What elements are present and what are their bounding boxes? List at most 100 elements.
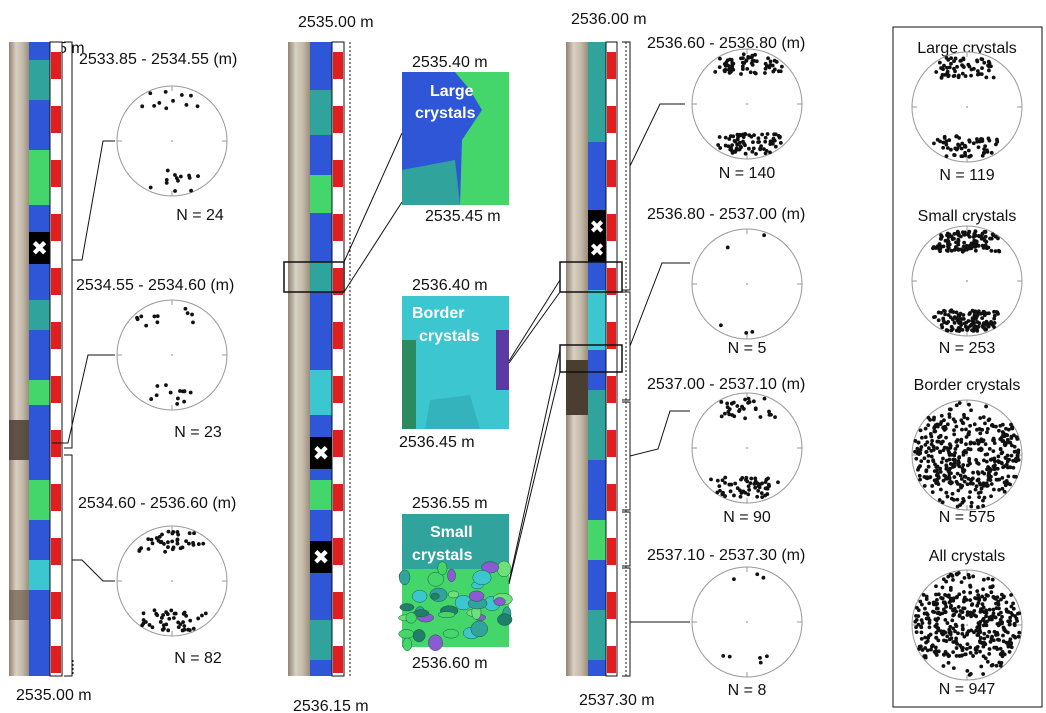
map-grain — [481, 561, 500, 574]
pole-point — [971, 574, 976, 579]
pole-point — [931, 245, 936, 249]
pole-point — [173, 173, 177, 177]
pole-point — [141, 611, 146, 616]
pole-point — [956, 73, 961, 78]
pole-point — [980, 137, 985, 142]
pole-point — [914, 617, 919, 622]
pole-point — [164, 622, 169, 627]
pole-point — [742, 61, 747, 66]
pole-point — [718, 56, 722, 61]
map-grain — [437, 611, 456, 618]
scale-bar-segment — [607, 214, 616, 241]
pole-point — [934, 602, 938, 607]
pole-point — [738, 494, 743, 499]
pole-point — [999, 597, 1003, 602]
pole-point — [149, 537, 154, 542]
column-3-bottom-depth: 2537.30 m — [579, 692, 655, 709]
pole-point — [930, 484, 935, 488]
pole-point — [147, 623, 152, 627]
pole-point — [155, 314, 160, 319]
scale-bar-segment — [51, 376, 61, 403]
pole-point — [992, 313, 997, 318]
pole-point — [998, 663, 1003, 668]
pole-point — [975, 644, 980, 649]
pole-point — [927, 625, 932, 630]
scale-bar-segment — [51, 268, 61, 295]
pole-point — [992, 456, 997, 461]
pole-point — [960, 230, 965, 235]
pole-point — [935, 472, 940, 477]
pole-point — [763, 486, 768, 491]
pole-point — [956, 462, 961, 467]
pole-point — [1006, 474, 1011, 479]
pole-point — [727, 137, 732, 141]
pole-point — [956, 631, 960, 636]
scale-bar-segment — [51, 592, 61, 619]
pole-point — [998, 617, 1003, 622]
excluded-section — [588, 210, 606, 262]
pole-point — [721, 653, 726, 658]
stereonet-count-label: N = 8 — [728, 682, 767, 699]
core-dark-band — [9, 420, 29, 460]
pole-point — [176, 178, 180, 183]
pole-point — [763, 139, 768, 144]
map-grain — [402, 340, 416, 429]
pole-point — [975, 329, 980, 333]
pole-point — [971, 141, 976, 146]
stereonet-range-label: 2536.80 - 2537.00 (m) — [647, 206, 805, 223]
pole-point — [954, 595, 959, 600]
pole-point — [1002, 652, 1007, 657]
pole-point — [957, 613, 962, 617]
pole-point — [991, 611, 996, 616]
map-grain — [588, 290, 606, 350]
pole-point — [992, 325, 996, 329]
pole-point — [968, 243, 972, 248]
pole-point — [948, 462, 953, 466]
pole-point — [962, 590, 966, 594]
pole-point — [920, 621, 925, 625]
pole-point — [938, 450, 943, 455]
map-grain — [402, 160, 460, 205]
pole-point — [969, 603, 974, 607]
pole-point — [182, 627, 187, 632]
pole-point — [998, 446, 1003, 451]
pole-point — [980, 439, 985, 444]
pole-point — [767, 409, 771, 414]
scale-bar-segment — [607, 538, 616, 565]
pole-point — [727, 412, 732, 417]
pole-point — [953, 461, 957, 465]
pole-point — [956, 142, 960, 147]
pole-point — [956, 605, 961, 609]
pole-point — [720, 478, 725, 483]
pole-point — [982, 631, 987, 636]
pole-point — [914, 630, 919, 635]
inset-3-label-line2: crystals — [412, 547, 473, 564]
summary-panel: Large crystals N = 119 Small crystals N = 2… — [911, 40, 1023, 698]
map-grain — [310, 90, 332, 135]
pole-point — [755, 572, 760, 577]
pole-point — [962, 412, 966, 417]
pole-point — [914, 613, 918, 618]
summary-stereonet-2 — [911, 225, 1023, 337]
map-grain — [470, 620, 488, 638]
pole-point — [951, 236, 956, 241]
pole-point — [759, 491, 764, 496]
pole-point — [934, 70, 939, 74]
pole-point — [186, 627, 190, 632]
pole-point — [942, 309, 947, 314]
map-grain — [425, 395, 480, 429]
map-grain — [442, 628, 459, 639]
pole-point — [981, 415, 986, 420]
pole-point — [979, 236, 984, 241]
pole-point — [178, 389, 182, 393]
pole-point — [1000, 486, 1005, 491]
pole-point — [723, 135, 728, 140]
pole-point — [941, 140, 946, 145]
pole-point — [160, 532, 164, 537]
pole-point — [166, 545, 170, 549]
pole-point — [154, 393, 159, 398]
pole-point — [188, 618, 193, 623]
pole-point — [982, 238, 987, 243]
pole-point — [176, 620, 181, 625]
pole-point — [969, 67, 974, 72]
